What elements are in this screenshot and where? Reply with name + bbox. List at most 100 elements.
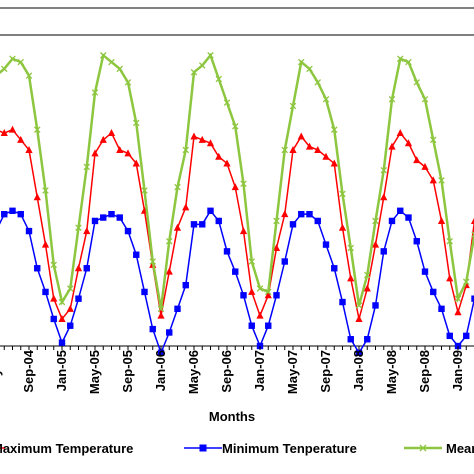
series-1-point: [413, 156, 421, 164]
x-tick-label: Sep-05: [120, 350, 135, 393]
series-1-point: [132, 159, 140, 167]
series-2-point: [25, 227, 33, 235]
series-1-point: [206, 139, 215, 147]
legend-label: Minimum Tenperature: [222, 441, 357, 456]
series-1-point: [239, 227, 248, 235]
series-1-point: [0, 129, 8, 137]
series-2-point: [116, 214, 123, 221]
series-3-point: [240, 180, 247, 188]
series-1-point: [437, 216, 446, 224]
series-3-point: [223, 99, 231, 106]
series-2-point: [281, 258, 288, 265]
series-3-point: [306, 65, 313, 73]
series-1-point: [363, 284, 371, 292]
series-3-point: [174, 183, 181, 191]
series-2-point: [248, 322, 255, 329]
series-2-point: [438, 305, 445, 313]
series-3-point: [264, 288, 272, 296]
series-3-point: [157, 305, 165, 313]
x-tick-label: Jan-08: [351, 350, 366, 391]
series-2-point: [91, 217, 99, 225]
legend-label: Maximum Temperature: [0, 441, 133, 456]
x-axis: May-04 Sep-04 Jan-05 May-05 Sep-05 Jan-06 May-…: [0, 346, 467, 394]
series-3-point: [446, 237, 454, 245]
series-2-point: [50, 315, 57, 323]
series-3-point: [421, 96, 429, 103]
x-tick-label: May-05: [87, 350, 102, 394]
x-tick-label: Sep-04: [21, 349, 36, 392]
x-tick-label: Sep-06: [219, 350, 234, 393]
series-2-point: [124, 227, 132, 235]
series-1-point: [355, 314, 363, 322]
series-1-point: [50, 294, 58, 302]
series-1-point: [157, 311, 165, 319]
series-1-point: [173, 223, 182, 231]
series-3-point: [248, 258, 256, 265]
series-3-point: [462, 278, 470, 286]
series-2-point: [298, 210, 305, 218]
series-3-point: [289, 102, 297, 110]
series-1: [0, 125, 474, 322]
series-2-point: [58, 339, 66, 346]
series-2-point: [166, 329, 173, 336]
series-3-point: [165, 237, 173, 245]
series-3-point: [339, 190, 346, 198]
series-1-point: [223, 159, 231, 167]
series-3-point: [58, 298, 66, 306]
series-3-point: [429, 136, 437, 144]
series-2-point: [421, 268, 429, 275]
series-1-point: [289, 145, 297, 153]
series-2-point: [380, 248, 387, 255]
series-2-point: [430, 288, 437, 296]
series-2-point: [273, 292, 280, 299]
series-1-point: [25, 145, 33, 153]
series-1-point: [446, 274, 454, 282]
series-3-point: [116, 65, 124, 73]
series-2-point: [372, 302, 379, 309]
series-3-point: [207, 52, 214, 59]
series-2-point: [339, 298, 346, 306]
series-2-point: [413, 238, 420, 245]
series-3-point: [99, 52, 107, 59]
series-2-point: [174, 305, 181, 313]
series-1-point: [338, 223, 347, 231]
series-1-point: [198, 135, 206, 143]
series-1-point: [33, 193, 41, 201]
series-1-point: [165, 267, 173, 275]
series-3-point: [182, 146, 190, 154]
series-3-point: [322, 96, 330, 103]
series-3-point: [141, 187, 148, 194]
series-2-point: [100, 214, 107, 221]
series-2-point: [190, 221, 198, 228]
series-3-point: [132, 119, 140, 127]
series-2-point: [182, 281, 189, 289]
series-3-point: [149, 258, 157, 265]
series-1-point: [99, 135, 107, 143]
series-1-point: [41, 240, 50, 248]
series-3-point: [42, 187, 49, 194]
x-tick-label: May-08: [384, 350, 399, 394]
series-2-point: [199, 221, 206, 228]
series-3-point: [75, 224, 82, 231]
series-3-point: [17, 58, 25, 66]
x-tick-label: May-04: [0, 349, 3, 394]
x-tick-label: Sep-07: [318, 350, 333, 393]
series-2-point: [149, 325, 156, 333]
x-tick-label: May-07: [285, 350, 300, 394]
series-1-point: [297, 132, 305, 140]
series-3-point: [91, 89, 99, 96]
series-3-point: [355, 302, 363, 309]
series-2-point: [215, 217, 222, 225]
legend-item-2: Minimum Tenperature: [184, 441, 357, 456]
series-2-point: [9, 207, 16, 214]
series-2-point: [108, 210, 115, 218]
series-3-point: [273, 217, 280, 225]
series-1-point: [91, 149, 99, 157]
series-3-point: [347, 244, 355, 252]
series-1-point: [281, 210, 289, 218]
series-3-point: [438, 177, 445, 184]
series-3-point: [25, 72, 33, 79]
series-2: [0, 207, 474, 356]
